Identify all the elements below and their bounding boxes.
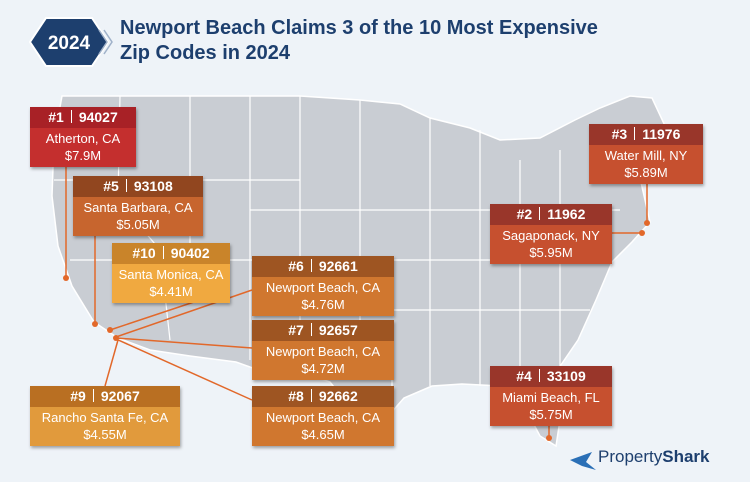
card-header: #10 90402 [112, 243, 230, 264]
card: #2 11962 Sagaponack, NY $5.95M [490, 204, 612, 264]
zip: 92661 [318, 258, 358, 274]
card: #3 11976 Water Mill, NY $5.89M [589, 124, 703, 184]
card: #9 92067 Rancho Santa Fe, CA $4.55M [30, 386, 180, 446]
place: Newport Beach, CA [265, 344, 381, 359]
logo-first: Property [598, 447, 663, 466]
zip: 90402 [170, 245, 210, 261]
card-header: #3 11976 [589, 124, 703, 145]
price: $4.41M [149, 284, 193, 299]
place: Rancho Santa Fe, CA [41, 410, 169, 425]
separator [70, 110, 72, 123]
price: $4.65M [301, 427, 345, 442]
card-header: #6 92661 [252, 256, 394, 277]
zip: 33109 [546, 368, 586, 384]
separator [310, 389, 312, 402]
place: Santa Monica, CA [118, 267, 224, 282]
price: $5.95M [529, 245, 573, 260]
zip: 92067 [100, 388, 140, 404]
place: Sagaponack, NY [502, 228, 600, 243]
place: Newport Beach, CA [265, 280, 381, 295]
logo-second: Shark [662, 447, 710, 466]
separator [310, 259, 312, 272]
rank: #4 [516, 368, 532, 384]
badge-text: 2024 [48, 33, 91, 54]
place: Miami Beach, FL [502, 390, 600, 405]
card-header: #2 11962 [490, 204, 612, 225]
zip: 92657 [318, 322, 358, 338]
price: $5.05M [116, 217, 160, 232]
separator [538, 369, 540, 382]
rank: #10 [132, 245, 156, 261]
rank: #6 [288, 258, 304, 274]
card-body: Newport Beach, CA $4.76M [252, 277, 394, 316]
card-body: Atherton, CA $7.9M [30, 128, 136, 167]
separator [539, 207, 541, 220]
separator [162, 246, 164, 259]
card-header: #9 92067 [30, 386, 180, 407]
place: Atherton, CA [45, 131, 121, 146]
logo: PropertyShark [598, 447, 710, 467]
rank: #7 [288, 322, 304, 338]
price: $5.75M [529, 407, 573, 422]
price: $4.55M [83, 427, 127, 442]
card-body: Santa Monica, CA $4.41M [112, 264, 230, 303]
card: #8 92662 Newport Beach, CA $4.65M [252, 386, 394, 446]
zip: 11962 [547, 206, 586, 222]
card-header: #1 94027 [30, 107, 136, 128]
dots [63, 220, 650, 441]
card: #10 90402 Santa Monica, CA $4.41M [112, 243, 230, 303]
card: #7 92657 Newport Beach, CA $4.72M [252, 320, 394, 380]
rank: #3 [611, 126, 628, 142]
chevrons [98, 29, 113, 55]
card-header: #5 93108 [73, 176, 203, 197]
price: $5.89M [624, 165, 668, 180]
card-body: Water Mill, NY $5.89M [589, 145, 703, 184]
place: Santa Barbara, CA [83, 200, 193, 215]
zip: 92662 [318, 388, 358, 404]
rank: #2 [516, 206, 533, 222]
rank: #8 [288, 388, 304, 404]
rank: #9 [70, 388, 86, 404]
card-body: Sagaponack, NY $5.95M [490, 225, 612, 264]
zip: 11976 [642, 126, 681, 142]
price: $4.72M [301, 361, 345, 376]
card: #6 92661 Newport Beach, CA $4.76M [252, 256, 394, 316]
card-body: Miami Beach, FL $5.75M [490, 387, 612, 426]
card-body: Santa Barbara, CA $5.05M [73, 197, 203, 236]
card-header: #7 92657 [252, 320, 394, 341]
rank: #1 [48, 109, 64, 125]
price: $4.76M [301, 297, 345, 312]
card: #5 93108 Santa Barbara, CA $5.05M [73, 176, 203, 236]
price: $7.9M [64, 148, 102, 163]
separator [125, 179, 127, 192]
title: Newport Beach Claims 3 of the 10 Most Ex… [120, 17, 598, 64]
place: Newport Beach, CA [265, 410, 381, 425]
card-header: #4 33109 [490, 366, 612, 387]
card: #4 33109 Miami Beach, FL $5.75M [490, 366, 612, 426]
separator [634, 127, 636, 140]
separator [310, 323, 312, 336]
badge [28, 17, 110, 67]
card-body: Newport Beach, CA $4.65M [252, 407, 394, 446]
card: #1 94027 Atherton, CA $7.9M [30, 107, 136, 167]
card-body: Newport Beach, CA $4.72M [252, 341, 394, 380]
logo-icon [570, 452, 596, 470]
zip: 93108 [133, 178, 173, 194]
card-header: #8 92662 [252, 386, 394, 407]
separator [92, 389, 94, 402]
rank: #5 [103, 178, 119, 194]
zip: 94027 [78, 109, 118, 125]
card-body: Rancho Santa Fe, CA $4.55M [30, 407, 180, 446]
place: Water Mill, NY [604, 148, 688, 163]
